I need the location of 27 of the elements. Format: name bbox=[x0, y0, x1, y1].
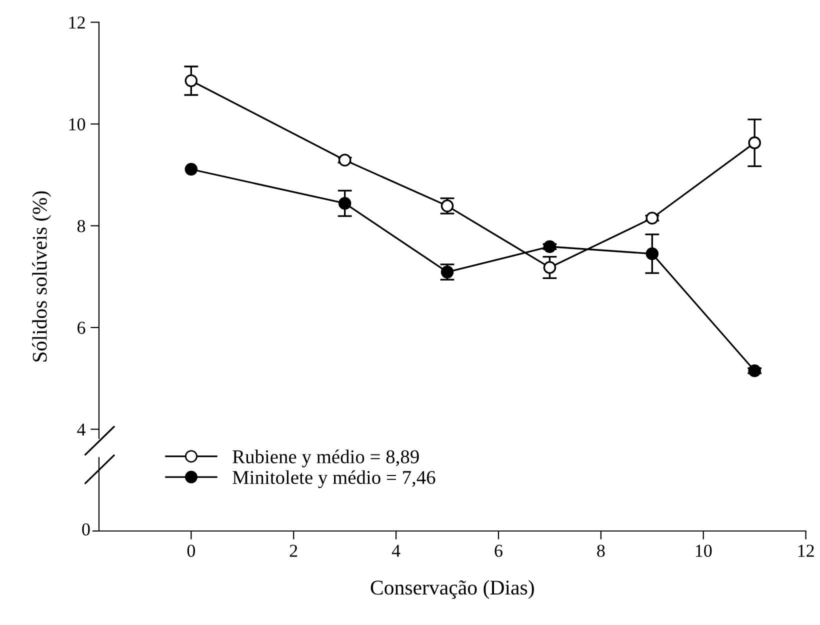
point bbox=[184, 74, 198, 88]
y-tick-label: 8 bbox=[77, 220, 86, 232]
x-tick-label: 0 bbox=[187, 544, 195, 557]
y-tick-label: 12 bbox=[69, 16, 85, 29]
point bbox=[646, 212, 659, 225]
point bbox=[338, 196, 352, 210]
legend-label: Rubiene y médio = 8,89 bbox=[232, 450, 419, 468]
x-tick-label: 6 bbox=[494, 544, 502, 557]
point bbox=[646, 247, 659, 260]
y-axis-title: Sólidos solúveis (%) bbox=[32, 191, 52, 362]
text: 0 bbox=[82, 523, 90, 536]
y-tick-label: 4 bbox=[77, 424, 86, 436]
x-tick-label: 4 bbox=[392, 544, 400, 557]
point bbox=[184, 162, 198, 176]
x-tick-label: 12 bbox=[798, 544, 814, 557]
x-tick-label: 8 bbox=[597, 544, 605, 557]
x-axis-title: Conservação (Dias) bbox=[370, 580, 534, 599]
y-tick-label: 10 bbox=[69, 118, 86, 130]
legend-label: Minitolete y médio = 7,46 bbox=[232, 470, 436, 488]
point bbox=[748, 364, 761, 378]
y-tick-label: 6 bbox=[78, 322, 86, 334]
point bbox=[543, 261, 556, 274]
point bbox=[543, 240, 556, 253]
x-tick-label: 2 bbox=[290, 544, 298, 557]
point bbox=[338, 154, 352, 167]
point bbox=[748, 136, 761, 150]
x-tick-label: 10 bbox=[696, 544, 712, 557]
